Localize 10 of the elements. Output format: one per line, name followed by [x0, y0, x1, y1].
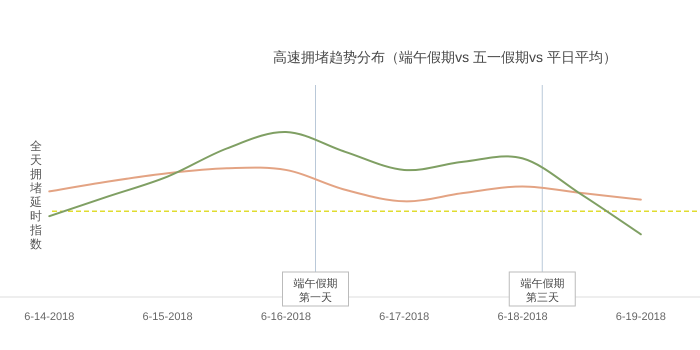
chart-title: 高速拥堵趋势分布（端午假期vs 五一假期vs 平日平均） — [273, 49, 617, 65]
ref-line-label: 端午假期第三天 — [520, 277, 564, 304]
y-axis-title: 全天拥堵延时指数 — [29, 139, 42, 251]
x-tick-label: 6-15-2018 — [142, 311, 193, 323]
ref-line-label: 端午假期第一天 — [293, 277, 338, 304]
x-tick-label: 6-16-2018 — [260, 311, 311, 323]
x-tick-label: 6-18-2018 — [497, 311, 548, 323]
x-tick-label: 6-19-2018 — [616, 311, 666, 323]
x-tick-label: 6-14-2018 — [24, 311, 74, 323]
x-tick-label: 6-17-2018 — [379, 311, 430, 323]
